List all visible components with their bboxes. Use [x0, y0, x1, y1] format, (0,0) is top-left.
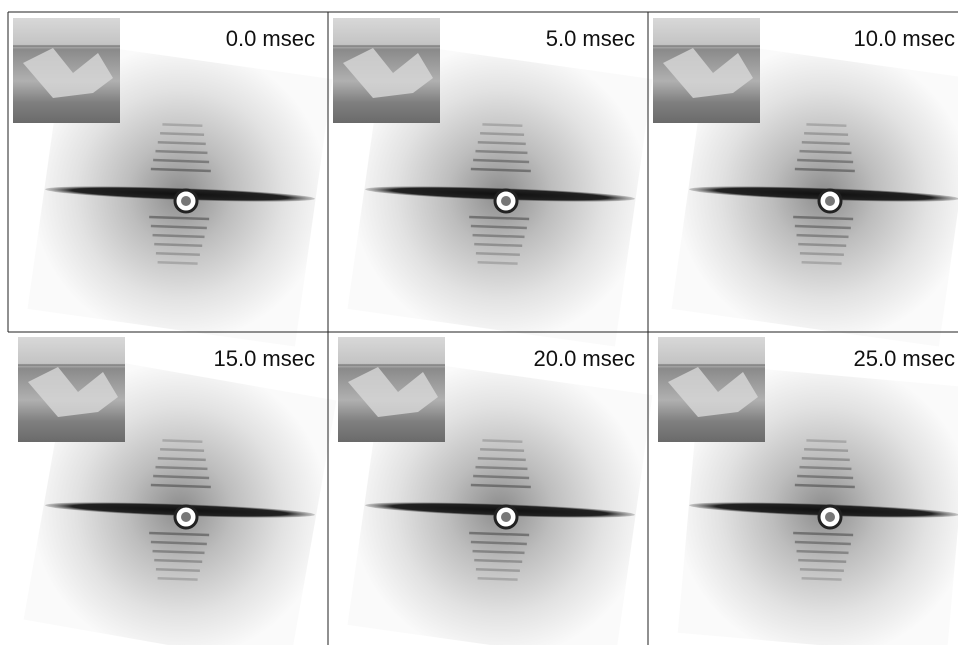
layer-line [478, 578, 518, 579]
beam-center [181, 512, 191, 522]
layer-line [800, 253, 844, 255]
layer-line [806, 440, 846, 441]
layer-line [474, 244, 522, 246]
layer-line [476, 569, 520, 571]
layer-line [480, 449, 524, 451]
time-label: 25.0 msec [854, 346, 956, 371]
time-label: 20.0 msec [534, 346, 636, 371]
figure: 0.0 msec 5.0 msec 10.0 msec 15.0 msec 20.0 m… [0, 0, 958, 645]
time-label: 5.0 msec [546, 26, 635, 51]
layer-line [162, 124, 202, 125]
layer-line [476, 253, 520, 255]
layer-line [802, 262, 842, 263]
layer-line [158, 458, 206, 460]
layer-line [160, 133, 204, 135]
layer-line [804, 449, 848, 451]
layer-line [802, 142, 850, 144]
layer-line [160, 449, 204, 451]
layer-line [798, 560, 846, 562]
layer-line [158, 262, 198, 263]
layer-line [474, 560, 522, 562]
layer-line [802, 578, 842, 579]
layer-line [156, 253, 200, 255]
beam-center [825, 196, 835, 206]
layer-line [478, 458, 526, 460]
layer-line [162, 440, 202, 441]
beam-center [181, 196, 191, 206]
layer-line [800, 569, 844, 571]
time-label: 10.0 msec [854, 26, 956, 51]
layer-line [806, 124, 846, 125]
layer-line [798, 244, 846, 246]
layer-line [158, 578, 198, 579]
page: 0.0 msec 5.0 msec 10.0 msec 15.0 msec 20.0 m… [0, 0, 958, 645]
layer-line [154, 244, 202, 246]
layer-line [482, 124, 522, 125]
beam-center [501, 512, 511, 522]
layer-line [156, 569, 200, 571]
panel: 25.0 msec [658, 337, 958, 645]
beam-center [825, 512, 835, 522]
layer-line [480, 133, 524, 135]
layer-line [478, 142, 526, 144]
time-label: 0.0 msec [226, 26, 315, 51]
layer-line [482, 440, 522, 441]
layer-line [158, 142, 206, 144]
beam-center [501, 196, 511, 206]
layer-line [154, 560, 202, 562]
time-label: 15.0 msec [214, 346, 316, 371]
layer-line [478, 262, 518, 263]
layer-line [802, 458, 850, 460]
layer-line [804, 133, 848, 135]
